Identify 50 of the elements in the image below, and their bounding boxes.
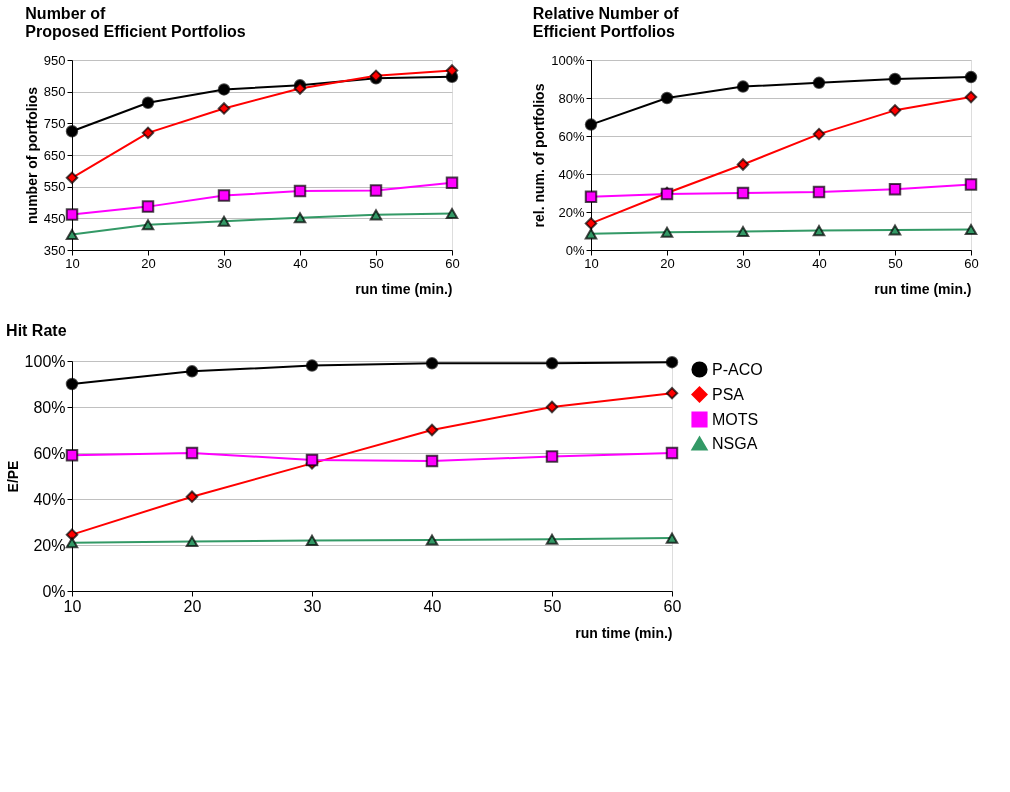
x-axis-title: run time (min.)	[355, 280, 453, 297]
legend-label: P-ACO	[712, 360, 763, 378]
chart-title: Hit Rate	[6, 321, 67, 339]
y-axis-title: rel. num. of portfolios	[531, 83, 548, 228]
y-tick-label: 40%	[33, 490, 66, 508]
legend-label: MOTS	[712, 410, 759, 428]
x-tick-label: 20	[183, 597, 202, 615]
y-tick-label: 40%	[558, 166, 585, 182]
x-tick-label: 30	[217, 255, 232, 271]
x-tick-label: 60	[663, 597, 682, 615]
y-tick-label: 850	[43, 84, 66, 100]
y-tick-label: 80%	[558, 90, 585, 106]
x-tick-label: 20	[141, 255, 156, 271]
legend-label: NSGA	[712, 434, 758, 452]
y-tick-label: 20%	[33, 536, 66, 554]
y-tick-label: 20%	[558, 204, 585, 220]
y-tick-label: 80%	[33, 398, 66, 416]
x-tick-label: 30	[736, 255, 751, 271]
legend-label: PSA	[712, 385, 745, 403]
x-tick-label: 40	[423, 597, 442, 615]
x-tick-label: 20	[660, 255, 675, 271]
y-tick-label: 950	[43, 52, 66, 68]
y-tick-label: 550	[43, 179, 66, 195]
y-axis-title: E/PE	[4, 460, 21, 493]
y-tick-label: 450	[43, 210, 66, 226]
x-axis-title: run time (min.)	[575, 624, 673, 641]
x-axis-title: run time (min.)	[874, 280, 972, 297]
x-tick-label: 50	[543, 597, 562, 615]
y-tick-label: 750	[43, 115, 66, 131]
x-tick-label: 10	[63, 597, 82, 615]
y-axis-title: number of portfolios	[23, 86, 40, 224]
y-tick-label: 650	[43, 147, 66, 163]
y-tick-label: 0%	[565, 242, 585, 258]
x-tick-label: 50	[369, 255, 384, 271]
y-tick-label: 350	[43, 242, 66, 258]
x-tick-label: 40	[812, 255, 827, 271]
y-tick-label: 60%	[558, 128, 585, 144]
x-tick-label: 50	[888, 255, 903, 271]
x-tick-label: 60	[445, 255, 460, 271]
y-tick-label: 100%	[551, 52, 585, 68]
y-tick-label: 100%	[24, 352, 66, 370]
x-tick-label: 10	[584, 255, 599, 271]
y-tick-label: 0%	[42, 582, 66, 600]
x-tick-label: 30	[303, 597, 322, 615]
x-tick-label: 10	[65, 255, 80, 271]
chart-title: Number of Proposed Efficient Portfolios	[25, 5, 246, 40]
x-tick-label: 40	[293, 255, 308, 271]
chart-title: Relative Number of Efficient Portfolios	[532, 5, 680, 40]
x-tick-label: 60	[964, 255, 979, 271]
y-tick-label: 60%	[33, 444, 66, 462]
